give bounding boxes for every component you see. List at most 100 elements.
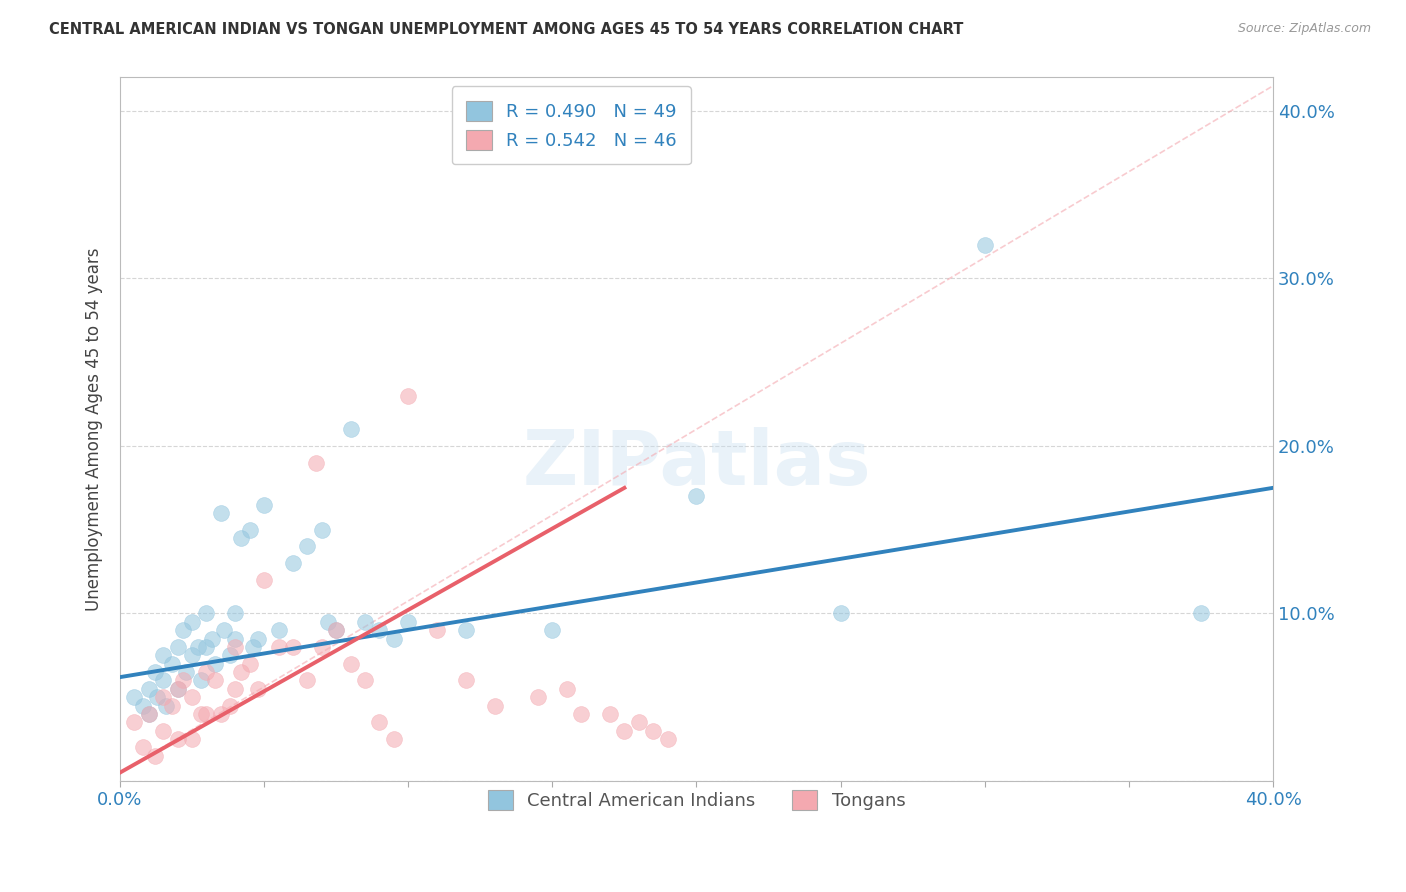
Point — [195, 607, 218, 621]
Point — [247, 681, 270, 696]
Point — [685, 489, 707, 503]
Point — [187, 640, 209, 654]
Point — [316, 615, 339, 629]
Point — [190, 673, 212, 688]
Text: CENTRAL AMERICAN INDIAN VS TONGAN UNEMPLOYMENT AMONG AGES 45 TO 54 YEARS CORRELA: CENTRAL AMERICAN INDIAN VS TONGAN UNEMPL… — [49, 22, 963, 37]
Point — [143, 665, 166, 679]
Point — [599, 706, 621, 721]
Point — [124, 715, 146, 730]
Point — [190, 706, 212, 721]
Point — [160, 698, 183, 713]
Point — [973, 238, 995, 252]
Point — [152, 690, 174, 705]
Point — [132, 740, 155, 755]
Point — [174, 665, 197, 679]
Point — [224, 640, 246, 654]
Point — [181, 732, 204, 747]
Point — [224, 681, 246, 696]
Point — [181, 648, 204, 663]
Point — [627, 715, 650, 730]
Point — [218, 648, 240, 663]
Point — [253, 573, 276, 587]
Point — [426, 624, 449, 638]
Point — [281, 556, 304, 570]
Point — [229, 665, 252, 679]
Point — [830, 607, 852, 621]
Point — [325, 624, 347, 638]
Point — [267, 640, 290, 654]
Point — [209, 506, 232, 520]
Point — [195, 665, 218, 679]
Point — [212, 624, 235, 638]
Point — [143, 748, 166, 763]
Point — [152, 673, 174, 688]
Point — [181, 690, 204, 705]
Point — [124, 690, 146, 705]
Point — [204, 673, 226, 688]
Point — [166, 681, 188, 696]
Point — [281, 640, 304, 654]
Point — [368, 715, 391, 730]
Point — [152, 648, 174, 663]
Point — [155, 698, 177, 713]
Point — [1189, 607, 1212, 621]
Point — [297, 540, 319, 554]
Point — [201, 632, 224, 646]
Point — [209, 706, 232, 721]
Point — [166, 640, 188, 654]
Point — [527, 690, 550, 705]
Point — [354, 673, 377, 688]
Point — [643, 723, 665, 738]
Point — [657, 732, 679, 747]
Point — [454, 624, 477, 638]
Point — [484, 698, 506, 713]
Point — [454, 673, 477, 688]
Point — [368, 624, 391, 638]
Point — [382, 632, 405, 646]
Point — [172, 624, 194, 638]
Point — [305, 456, 328, 470]
Point — [541, 624, 564, 638]
Point — [195, 706, 218, 721]
Point — [166, 732, 188, 747]
Point — [396, 389, 419, 403]
Y-axis label: Unemployment Among Ages 45 to 54 years: Unemployment Among Ages 45 to 54 years — [86, 247, 103, 611]
Point — [138, 681, 160, 696]
Point — [224, 607, 246, 621]
Point — [239, 657, 262, 671]
Point — [195, 640, 218, 654]
Point — [339, 422, 361, 436]
Point — [311, 523, 333, 537]
Point — [138, 706, 160, 721]
Point — [204, 657, 226, 671]
Point — [613, 723, 636, 738]
Point — [132, 698, 155, 713]
Point — [218, 698, 240, 713]
Point — [224, 632, 246, 646]
Point — [172, 673, 194, 688]
Point — [325, 624, 347, 638]
Text: ZIPatlas: ZIPatlas — [522, 427, 870, 501]
Point — [555, 681, 578, 696]
Point — [239, 523, 262, 537]
Point — [181, 615, 204, 629]
Point — [382, 732, 405, 747]
Point — [339, 657, 361, 671]
Point — [242, 640, 264, 654]
Point — [253, 498, 276, 512]
Point — [267, 624, 290, 638]
Point — [152, 723, 174, 738]
Point — [396, 615, 419, 629]
Point — [569, 706, 592, 721]
Point — [297, 673, 319, 688]
Point — [166, 681, 188, 696]
Point — [354, 615, 377, 629]
Legend: Central American Indians, Tongans: Central American Indians, Tongans — [474, 776, 920, 825]
Point — [311, 640, 333, 654]
Point — [160, 657, 183, 671]
Point — [146, 690, 169, 705]
Point — [229, 531, 252, 545]
Text: Source: ZipAtlas.com: Source: ZipAtlas.com — [1237, 22, 1371, 36]
Point — [138, 706, 160, 721]
Point — [247, 632, 270, 646]
